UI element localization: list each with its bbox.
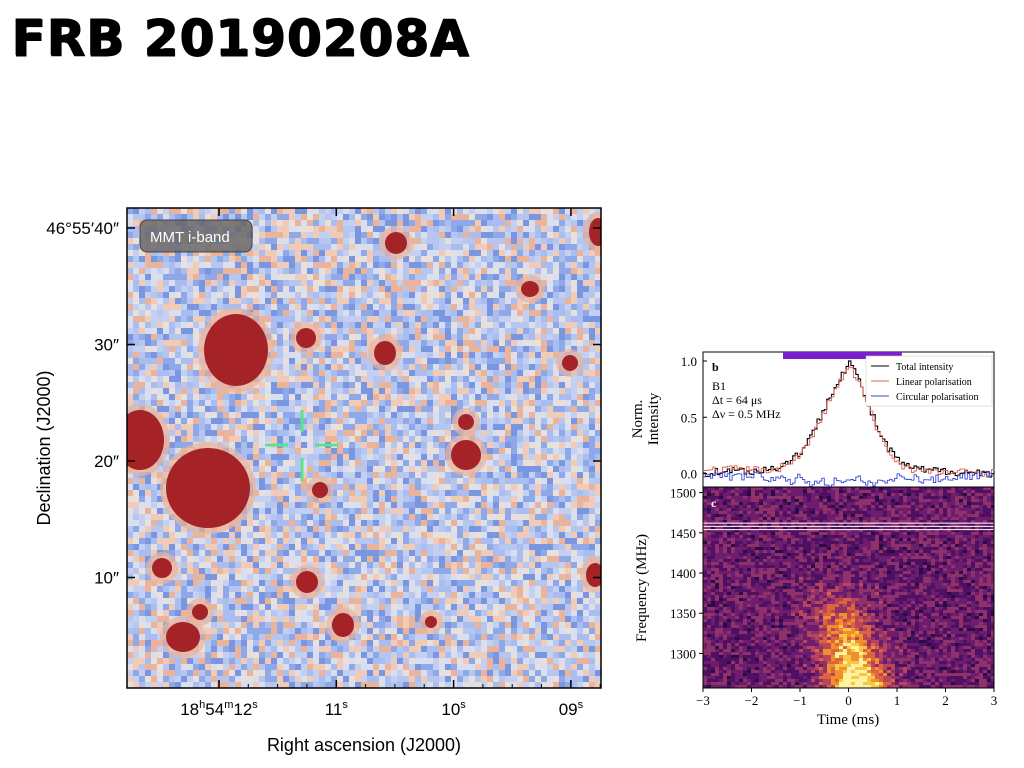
legend-entry: Total intensity — [896, 362, 953, 373]
spectrum-xtick-label: −1 — [793, 693, 807, 708]
spectrum-yticks: 1300 1350 1400 1450 1500 — [670, 486, 703, 661]
dynamic-spectrum-heatmap — [703, 487, 994, 688]
spectrum-xtick-label: 1 — [894, 693, 901, 708]
dec-tick-label: 10″ — [94, 569, 119, 588]
annotation-line-2: Δt = 64 μs — [712, 393, 762, 407]
spectrum-ytick-label: 1500 — [670, 486, 696, 501]
ra-tick-label: 10s — [441, 699, 466, 719]
pulse-profile-panel: b B1 Δt = 64 μs Δν = 0.5 MHz Total inten… — [630, 351, 995, 489]
sky-ylabel: Declination (J2000) — [34, 370, 54, 525]
spectrum-xtick-label: −2 — [745, 693, 759, 708]
profile-legend: Total intensity Linear polarisation Circul… — [865, 355, 993, 407]
profile-ylabel: Norm.Intensity — [630, 392, 662, 445]
panel-label-b: b — [712, 360, 719, 374]
spectrum-ytick-label: 1450 — [670, 526, 696, 541]
dec-tick-label: 20″ — [94, 452, 119, 471]
panel-label-c: c — [711, 496, 717, 510]
spectrum-xtick-label: −3 — [696, 693, 710, 708]
profile-ytick-label: 0.5 — [681, 410, 697, 425]
ra-ticks: 18h54m12s 11s 10s 09s — [180, 208, 601, 719]
frb-localization-crosshair — [265, 410, 338, 481]
band-label: MMT i-band — [139, 219, 253, 253]
legend-entry: Linear polarisation — [896, 377, 972, 388]
sky-sources — [127, 212, 601, 658]
spectrum-ytick-label: 1300 — [670, 646, 696, 661]
sky-xlabel: Right ascension (J2000) — [267, 735, 461, 755]
profile-yticks: 0.0 0.5 1.0 — [681, 354, 707, 482]
profile-ytick-label: 1.0 — [681, 354, 697, 369]
spectrum-ytick-label: 1400 — [670, 566, 696, 581]
dec-tick-label: 30″ — [94, 336, 119, 355]
legend-entry: Circular polarisation — [896, 392, 978, 403]
burst-extent-bar — [783, 352, 902, 359]
band-label-text: MMT i-band — [150, 229, 230, 246]
spectrum-xtick-label: 3 — [991, 693, 998, 708]
spectrum-ytick-label: 1350 — [670, 606, 696, 621]
spectrum-xticks: −3 −2 −1 0 1 2 3 — [696, 688, 997, 708]
profile-lines — [703, 360, 995, 489]
ra-tick-label: 18h54m12s — [180, 699, 258, 719]
profile-ytick-label: 0.0 — [681, 467, 697, 482]
spectrum-xlabel: Time (ms) — [817, 712, 879, 728]
series-line-1 — [703, 366, 995, 477]
dynamic-spectrum-panel: c 1300 1350 1400 1450 1500 −3 −2 −1 0 1 2 3 Time (… — [634, 486, 997, 728]
ra-tick-label: 11s — [325, 699, 349, 719]
annotation-line-3: Δν = 0.5 MHz — [712, 407, 781, 421]
spectrum-xtick-label: 0 — [845, 693, 852, 708]
slide-title: FRB 20190208A — [11, 10, 471, 69]
series-line-0 — [703, 360, 995, 478]
sky-image-panel: MMT i-band 46°55′40″30″20″10″ 18h54m12s 1… — [34, 207, 602, 755]
spectrum-xtick-label: 2 — [942, 693, 949, 708]
dec-ticks: 46°55′40″ 30″ 20″ 10″ — [46, 219, 601, 588]
annotation-line-1: B1 — [712, 379, 726, 393]
series-line-2 — [703, 470, 995, 489]
spectrum-ylabel: Frequency (MHz) — [634, 534, 650, 642]
sky-frame — [126, 207, 602, 689]
dec-tick-label: 46°55′40″ — [46, 219, 119, 238]
ra-tick-label: 09s — [559, 699, 584, 719]
